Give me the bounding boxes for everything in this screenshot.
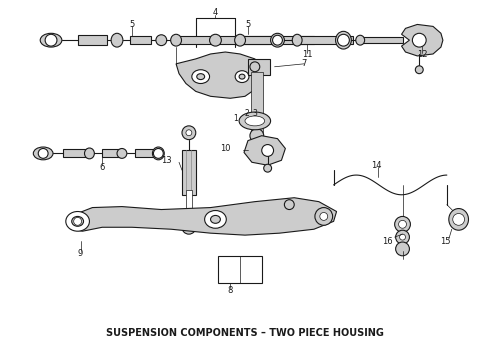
Bar (102, 149, 120, 157)
Circle shape (272, 35, 282, 45)
Circle shape (38, 148, 48, 158)
Ellipse shape (245, 116, 265, 126)
Ellipse shape (111, 33, 123, 47)
Bar (130, 36, 151, 44)
Text: 3: 3 (252, 109, 257, 118)
Text: 5: 5 (129, 20, 134, 29)
Ellipse shape (72, 216, 83, 226)
Ellipse shape (235, 34, 245, 46)
Text: 10: 10 (220, 144, 231, 153)
Text: SUSPENSION COMPONENTS – TWO PIECE HOUSING: SUSPENSION COMPONENTS – TWO PIECE HOUSIN… (106, 328, 384, 338)
Circle shape (320, 212, 328, 220)
Ellipse shape (235, 71, 249, 82)
Text: 12: 12 (417, 50, 427, 59)
Ellipse shape (292, 34, 302, 46)
Circle shape (395, 230, 410, 244)
Ellipse shape (211, 215, 220, 223)
Circle shape (453, 213, 465, 225)
Bar (77, 35, 107, 45)
Circle shape (338, 34, 349, 46)
Polygon shape (244, 136, 285, 165)
Ellipse shape (192, 70, 210, 84)
Text: 4: 4 (213, 8, 218, 17)
Circle shape (250, 62, 260, 72)
Circle shape (262, 145, 273, 156)
Text: 2: 2 (245, 109, 249, 118)
Ellipse shape (239, 112, 270, 130)
Circle shape (398, 220, 407, 228)
Circle shape (413, 33, 426, 47)
Polygon shape (71, 198, 337, 235)
Ellipse shape (197, 74, 205, 80)
Ellipse shape (84, 148, 95, 159)
Bar (251, 72, 263, 136)
Bar (182, 150, 196, 195)
Circle shape (416, 66, 423, 74)
Text: 9: 9 (78, 249, 83, 258)
Text: 13: 13 (161, 156, 171, 165)
Circle shape (394, 216, 411, 232)
Bar (63, 149, 88, 157)
Ellipse shape (152, 147, 164, 160)
Circle shape (186, 130, 192, 136)
Text: 16: 16 (383, 237, 393, 246)
Circle shape (45, 34, 57, 46)
Bar (235, 36, 314, 44)
Ellipse shape (40, 33, 62, 47)
Circle shape (74, 217, 81, 225)
Ellipse shape (210, 34, 221, 46)
Bar (219, 256, 262, 283)
Circle shape (153, 148, 163, 158)
Circle shape (186, 224, 192, 230)
Bar (294, 36, 353, 44)
Text: 8: 8 (227, 286, 233, 295)
Ellipse shape (117, 148, 127, 158)
Polygon shape (401, 24, 443, 56)
Bar (248, 59, 270, 75)
Ellipse shape (336, 31, 351, 49)
Text: 11: 11 (302, 50, 312, 59)
Polygon shape (176, 52, 262, 98)
Circle shape (182, 220, 196, 234)
Circle shape (284, 200, 294, 210)
Text: 14: 14 (371, 161, 381, 170)
Circle shape (264, 164, 271, 172)
Text: 1: 1 (233, 114, 238, 123)
Circle shape (250, 129, 264, 143)
Ellipse shape (205, 211, 226, 228)
Text: 5: 5 (245, 20, 250, 29)
Bar (186, 190, 192, 224)
Ellipse shape (449, 208, 468, 230)
Bar (173, 36, 281, 44)
Circle shape (399, 234, 406, 240)
Text: 6: 6 (99, 163, 105, 172)
Circle shape (315, 208, 333, 225)
Circle shape (395, 242, 410, 256)
Circle shape (182, 126, 196, 140)
Ellipse shape (33, 147, 53, 160)
Bar (135, 149, 156, 157)
Bar (358, 37, 402, 43)
Ellipse shape (66, 212, 90, 231)
Ellipse shape (171, 34, 181, 46)
Text: 7: 7 (301, 59, 307, 68)
Ellipse shape (270, 33, 284, 47)
Ellipse shape (156, 35, 167, 46)
Ellipse shape (239, 74, 245, 79)
Text: 15: 15 (440, 237, 450, 246)
Ellipse shape (356, 35, 365, 45)
